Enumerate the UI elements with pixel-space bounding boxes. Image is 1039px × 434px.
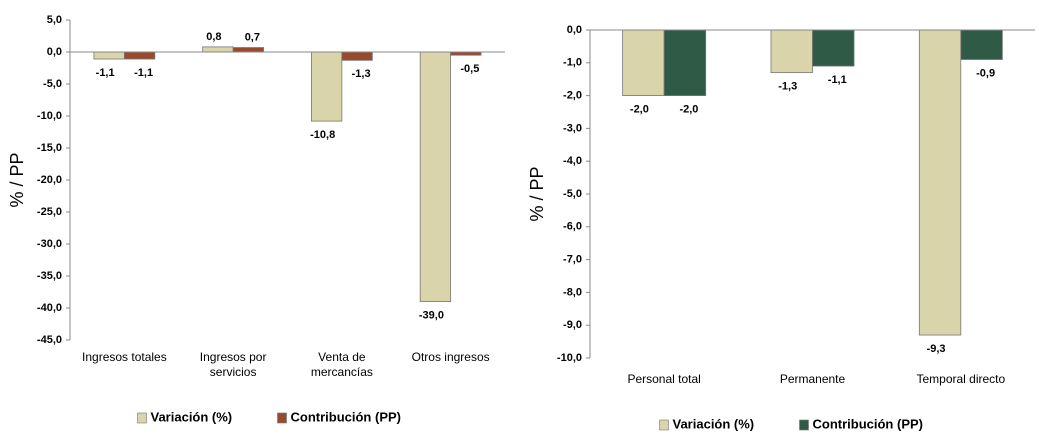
bar (812, 29, 855, 67)
value-label: -1,1 (134, 67, 153, 79)
chart: % / PP 0,0 -1,0 -2,0 -3,0 -4,0 -5,0 -6,0 -7,0 -8,… (527, 24, 1035, 431)
bar (311, 51, 343, 122)
bar (123, 51, 156, 60)
value-label: 0,7 (245, 31, 260, 43)
legend-swatch (799, 419, 809, 431)
y-tick-label: -10,0 (557, 352, 582, 364)
y-tick-label: 0,0 (47, 46, 62, 58)
value-label: -9,3 (927, 343, 946, 355)
y-tick-label: -5,0 (563, 188, 582, 200)
x-tick-label: Ingresos totales (82, 350, 167, 364)
y-tick-label: -1,0 (563, 57, 582, 69)
bar (341, 51, 373, 61)
bar (770, 29, 813, 74)
y-tick-label: -40,0 (37, 302, 62, 314)
x-tick-label: Permanente (779, 372, 846, 386)
legend-swatch (277, 412, 287, 424)
y-tick-label: -5,0 (43, 78, 62, 90)
chart: % / PP 5,0 0,0 -5,0 -10,0 -15,0 -20,0 -25,0 -30,… (7, 14, 505, 424)
chart-panel: % / PP 5,0 0,0 -5,0 -10,0 -15,0 -20,0 -25,0 -30,… (0, 0, 515, 434)
y-axis-label: % / PP (527, 166, 547, 221)
x-tick-label: Otros ingresos (411, 350, 490, 364)
legend-label: Variación (%) (673, 416, 755, 431)
legend-swatch (659, 419, 669, 431)
bar (202, 46, 234, 53)
y-tick-label: 5,0 (47, 14, 62, 26)
value-label: -1,1 (828, 74, 847, 86)
x-tick-label: Ingresos por servicios (199, 350, 267, 379)
legend-label: Contribución (PP) (291, 409, 402, 424)
y-tick-label: -45,0 (37, 334, 62, 346)
bar (663, 29, 707, 96)
bar (622, 29, 665, 96)
value-label: -1,1 (96, 67, 115, 79)
y-tick-label: -20,0 (37, 174, 62, 186)
y-tick-label: -6,0 (563, 221, 582, 233)
legend-swatch (137, 412, 147, 424)
y-tick-label: -4,0 (563, 155, 582, 167)
y-tick-label: -2,0 (563, 90, 582, 102)
x-tick-label: Personal total (627, 372, 701, 386)
bar (232, 47, 264, 53)
y-tick-label: -30,0 (37, 238, 62, 250)
y-tick-label: -8,0 (563, 286, 582, 298)
legend-label: Variación (%) (151, 409, 233, 424)
value-label: -1,3 (778, 81, 797, 93)
legend-label: Contribución (PP) (813, 416, 924, 431)
y-axis-label: % / PP (7, 152, 27, 207)
bar (918, 29, 962, 336)
y-tick-label: 0,0 (567, 24, 582, 36)
value-label: -39,0 (419, 310, 444, 322)
y-tick-label: -3,0 (563, 122, 582, 134)
y-tick-label: -25,0 (37, 206, 62, 218)
x-tick-label: Temporal directo (916, 372, 1006, 386)
bar (960, 29, 1003, 60)
y-tick-label: -9,0 (563, 319, 582, 331)
y-tick-label: -10,0 (37, 110, 62, 122)
bar (419, 51, 452, 303)
x-tick-label: Venta de mercancías (310, 350, 373, 379)
chart-panel: % / PP 0,0 -1,0 -2,0 -3,0 -4,0 -5,0 -6,0 -7,0 -8,… (520, 0, 1039, 434)
value-label: -0,9 (976, 67, 995, 79)
value-label: -0,5 (460, 63, 479, 75)
value-label: -1,3 (352, 68, 371, 80)
value-label: -2,0 (679, 104, 698, 116)
value-label: -10,8 (310, 129, 335, 141)
value-label: -2,0 (630, 104, 649, 116)
value-label: 0,8 (206, 31, 221, 43)
y-tick-label: -15,0 (37, 142, 62, 154)
bar (93, 51, 125, 60)
y-tick-label: -7,0 (563, 254, 582, 266)
y-tick-label: -35,0 (37, 270, 62, 282)
